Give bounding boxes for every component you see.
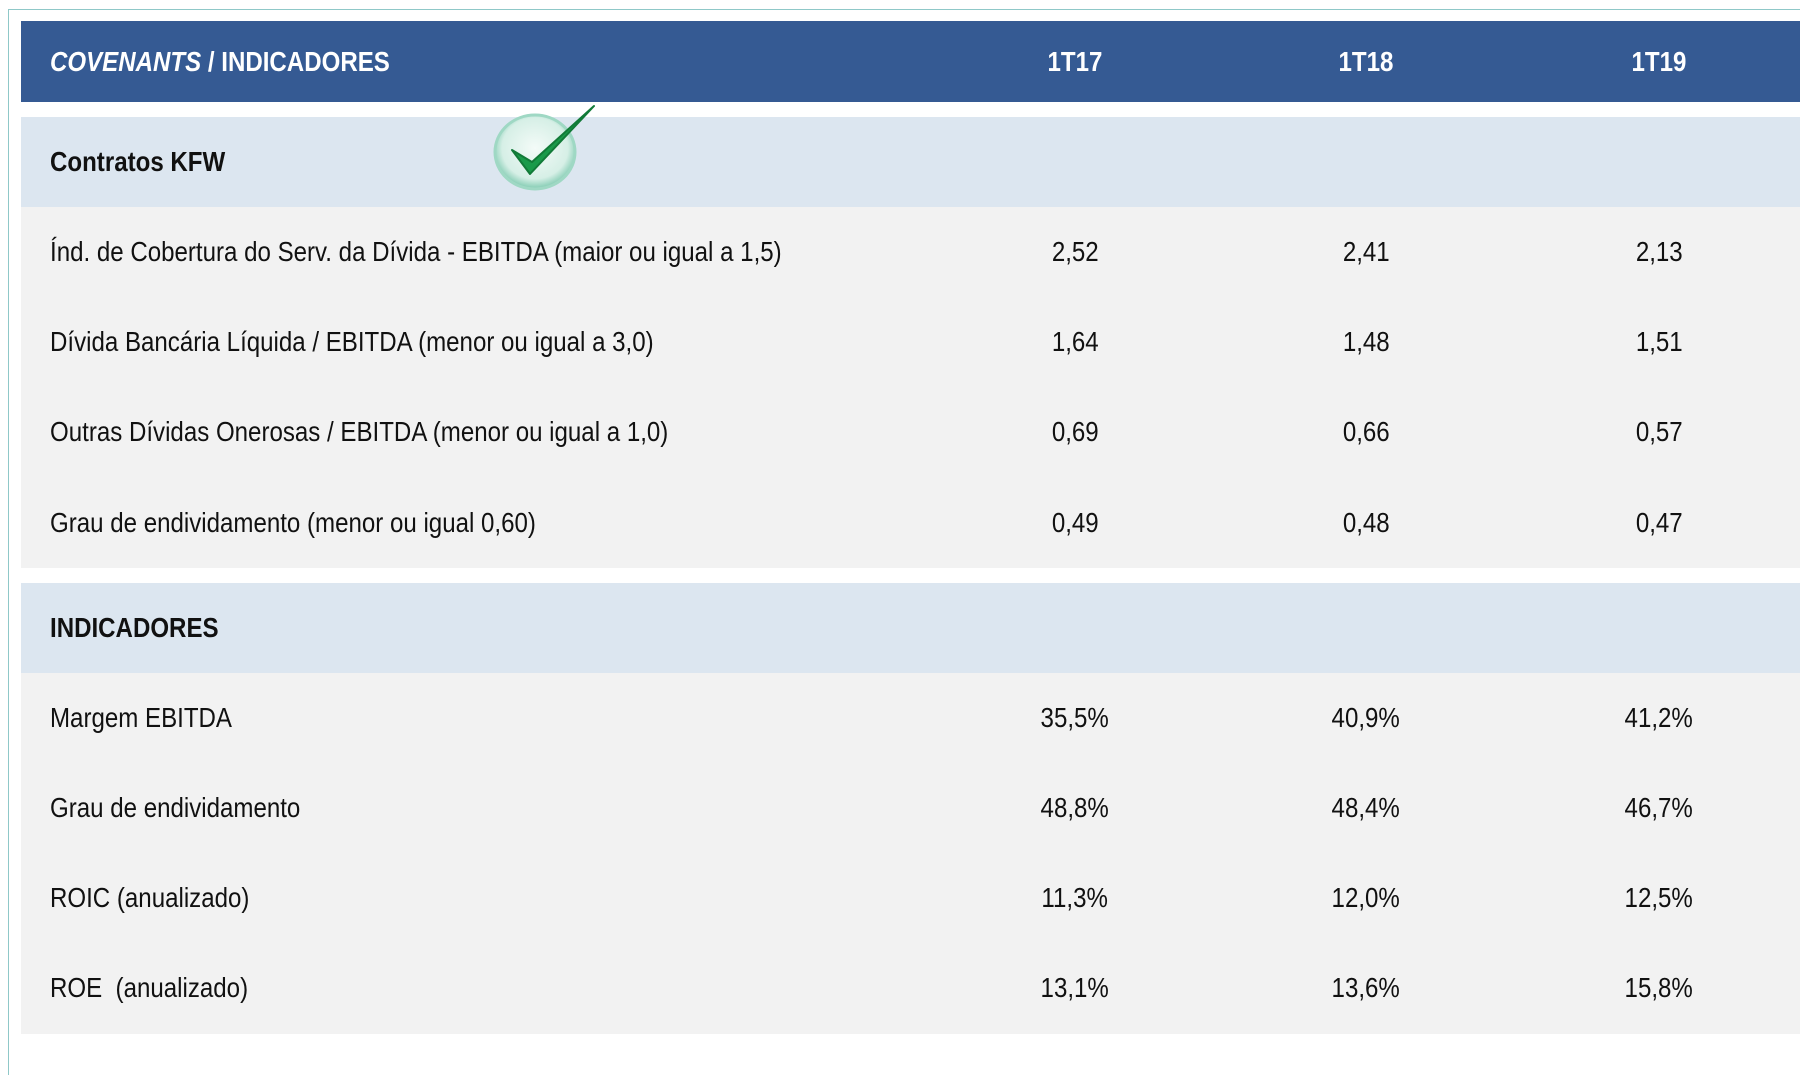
- section-title-text: Contratos KFW: [50, 146, 226, 177]
- row-value: 13,6%: [1216, 943, 1516, 1033]
- row-value: 1,64: [925, 297, 1225, 387]
- row-value-text: 1,48: [1342, 326, 1390, 358]
- row-value-text: 11,3%: [1041, 882, 1109, 914]
- check-icon: [493, 105, 595, 191]
- title-italic: COVENANTS: [50, 45, 202, 77]
- table-row: Dívida Bancária Líquida / EBITDA (menor …: [21, 297, 1800, 387]
- section-body: Índ. de Cobertura do Serv. da Dívida - E…: [21, 207, 1800, 568]
- row-value-text: 12,5%: [1624, 882, 1694, 914]
- row-value-text: 0,66: [1342, 416, 1390, 448]
- row-value-text: 35,5%: [1040, 701, 1110, 733]
- row-label-text: Grau de endividamento: [50, 792, 301, 824]
- column-header-text: 1T19: [1631, 45, 1687, 77]
- row-value: 0,69: [925, 387, 1225, 477]
- row-value: 0,66: [1216, 387, 1516, 477]
- row-value-text: 46,7%: [1624, 792, 1694, 824]
- header-bar: COVENANTS / INDICADORES 1T17 1T18 1T19: [21, 21, 1800, 102]
- row-value-text: 40,9%: [1331, 701, 1401, 733]
- row-label-text: Grau de endividamento (menor ou igual 0,…: [50, 506, 536, 538]
- column-header-text: 1T17: [1047, 45, 1103, 77]
- row-label: Outras Dívidas Onerosas / EBITDA (menor …: [50, 387, 769, 477]
- header-title: COVENANTS / INDICADORES: [50, 21, 445, 102]
- row-label: Grau de endividamento (menor ou igual 0,…: [50, 478, 615, 568]
- row-value-text: 41,2%: [1624, 701, 1694, 733]
- row-value: 48,8%: [925, 763, 1225, 853]
- section-title-text: INDICADORES: [50, 611, 219, 643]
- row-label: ROIC (anualizado): [50, 853, 282, 943]
- row-value-text: 1,64: [1051, 326, 1099, 358]
- row-label-text: Dívida Bancária Líquida / EBITDA (menor …: [50, 326, 654, 358]
- row-value-text: 13,1%: [1040, 972, 1110, 1004]
- row-value-text: 2,41: [1342, 236, 1390, 268]
- row-value: 46,7%: [1509, 763, 1800, 853]
- row-label-text: Índ. de Cobertura do Serv. da Dívida - E…: [50, 236, 782, 268]
- row-value: 0,49: [925, 478, 1225, 568]
- row-value: 35,5%: [925, 673, 1225, 763]
- column-header-text: 1T18: [1338, 45, 1394, 77]
- section-title: INDICADORES: [50, 583, 246, 673]
- row-value: 48,4%: [1216, 763, 1516, 853]
- row-value-text: 12,0%: [1331, 882, 1401, 914]
- row-value: 15,8%: [1509, 943, 1800, 1033]
- section-header: INDICADORES: [21, 582, 1800, 673]
- row-label: Grau de endividamento: [50, 763, 341, 853]
- row-value: 12,0%: [1216, 853, 1516, 943]
- row-value-text: 0,57: [1635, 416, 1683, 448]
- section-header: Contratos KFW: [21, 117, 1800, 207]
- row-value-text: 48,8%: [1040, 792, 1110, 824]
- section-title: Contratos KFW: [50, 117, 254, 207]
- row-label: Dívida Bancária Líquida / EBITDA (menor …: [50, 297, 752, 387]
- row-label: Margem EBITDA: [50, 673, 262, 763]
- row-value: 2,13: [1509, 207, 1800, 297]
- frame: [8, 9, 1800, 1075]
- row-label-text: Margem EBITDA: [50, 701, 232, 733]
- row-label-text: ROIC (anualizado): [50, 882, 250, 914]
- row-value: 40,9%: [1216, 673, 1516, 763]
- row-value-text: 1,51: [1635, 326, 1683, 358]
- table-row: Margem EBITDA 35,5% 40,9% 41,2%: [21, 673, 1800, 763]
- row-value: 0,48: [1216, 478, 1516, 568]
- column-header: 1T19: [1509, 21, 1800, 102]
- row-value-text: 2,52: [1051, 236, 1099, 268]
- row-value: 12,5%: [1509, 853, 1800, 943]
- row-value-text: 13,6%: [1331, 972, 1401, 1004]
- row-value-text: 48,4%: [1331, 792, 1401, 824]
- row-value: 0,47: [1509, 478, 1800, 568]
- row-value-text: 0,48: [1342, 506, 1390, 538]
- section-body: Margem EBITDA 35,5% 40,9% 41,2% Grau de endi…: [21, 672, 1800, 1034]
- row-value: 2,52: [925, 207, 1225, 297]
- table-row: Índ. de Cobertura do Serv. da Dívida - E…: [21, 207, 1800, 297]
- row-value: 1,51: [1509, 297, 1800, 387]
- row-label-text: ROE (anualizado): [50, 972, 249, 1004]
- table-row: ROE (anualizado) 13,1% 13,6% 15,8%: [21, 943, 1800, 1033]
- row-label: Índ. de Cobertura do Serv. da Dívida - E…: [50, 207, 901, 297]
- table-row: Grau de endividamento 48,8% 48,4% 46,7%: [21, 763, 1800, 853]
- row-value-text: 2,13: [1635, 236, 1683, 268]
- row-value: 2,41: [1216, 207, 1516, 297]
- row-value: 1,48: [1216, 297, 1516, 387]
- row-label-text: Outras Dívidas Onerosas / EBITDA (menor …: [50, 416, 669, 448]
- table-row: Outras Dívidas Onerosas / EBITDA (menor …: [21, 387, 1800, 477]
- table-row: Grau de endividamento (menor ou igual 0,…: [21, 478, 1800, 568]
- row-value-text: 15,8%: [1624, 972, 1694, 1004]
- row-value-text: 0,69: [1051, 416, 1099, 448]
- column-header: 1T17: [925, 21, 1225, 102]
- title-rest: / INDICADORES: [207, 45, 390, 77]
- row-value-text: 0,49: [1051, 506, 1099, 538]
- row-value: 0,57: [1509, 387, 1800, 477]
- row-label: ROE (anualizado): [50, 943, 280, 1033]
- column-header: 1T18: [1216, 21, 1516, 102]
- row-value: 41,2%: [1509, 673, 1800, 763]
- row-value-text: 0,47: [1635, 506, 1683, 538]
- row-value: 13,1%: [925, 943, 1225, 1033]
- table-row: ROIC (anualizado) 11,3% 12,0% 12,5%: [21, 853, 1800, 943]
- row-value: 11,3%: [925, 853, 1225, 943]
